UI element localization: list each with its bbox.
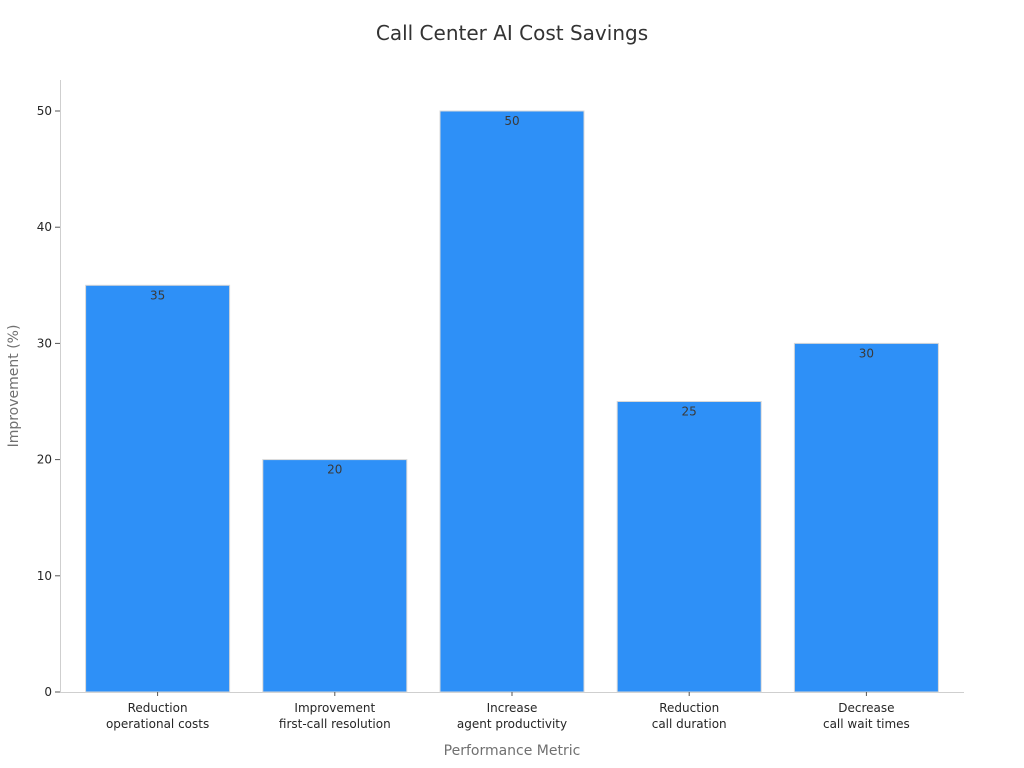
x-tick-label-4: Decrease call wait times (823, 701, 910, 731)
data-label-0: 35 (150, 288, 165, 302)
bar-1 (262, 459, 408, 693)
x-tick-label-1-line-0: Improvement (294, 701, 375, 715)
x-tick-label-1: Improvement first-call resolution (279, 701, 391, 731)
y-tick-label-1: 10 (37, 569, 52, 583)
bar-0 (85, 284, 231, 693)
data-label-4: 30 (859, 346, 874, 360)
data-label-3: 25 (682, 405, 697, 419)
x-tick-label-0: Reduction operational costs (106, 701, 209, 731)
bar-3 (616, 401, 762, 693)
y-tick-label-4: 40 (37, 220, 52, 234)
x-tick-label-4-line-1: call wait times (823, 717, 910, 731)
x-ticks: Reduction operational costs Improvement fir… (106, 692, 910, 731)
bars (85, 110, 939, 693)
x-tick-label-0-line-1: operational costs (106, 717, 209, 731)
x-tick-label-2-line-0: Increase (487, 701, 538, 715)
x-tick-label-3: Reduction call duration (652, 701, 727, 731)
y-ticks: 0 10 20 30 40 50 (37, 104, 60, 699)
data-label-1: 20 (327, 463, 342, 477)
chart-title: Call Center AI Cost Savings (376, 21, 648, 45)
y-axis-title: Improvement (%) (6, 325, 22, 448)
bar-4 (793, 342, 939, 693)
y-tick-label-5: 50 (37, 104, 52, 118)
x-axis-title: Performance Metric (444, 743, 581, 759)
y-tick-label-3: 30 (37, 336, 52, 350)
bar-2 (439, 110, 585, 693)
x-tick-label-2: Increase agent productivity (457, 701, 567, 731)
x-tick-label-3-line-1: call duration (652, 717, 727, 731)
x-tick-label-3-line-0: Reduction (659, 701, 719, 715)
x-tick-label-0-line-0: Reduction (128, 701, 188, 715)
y-tick-label-0: 0 (44, 685, 52, 699)
x-tick-label-4-line-0: Decrease (838, 701, 894, 715)
data-labels: 35 20 50 25 30 (150, 114, 874, 477)
data-label-2: 50 (504, 114, 519, 128)
x-tick-label-2-line-1: agent productivity (457, 717, 567, 731)
x-tick-label-1-line-1: first-call resolution (279, 717, 391, 731)
y-tick-label-2: 20 (37, 453, 52, 467)
